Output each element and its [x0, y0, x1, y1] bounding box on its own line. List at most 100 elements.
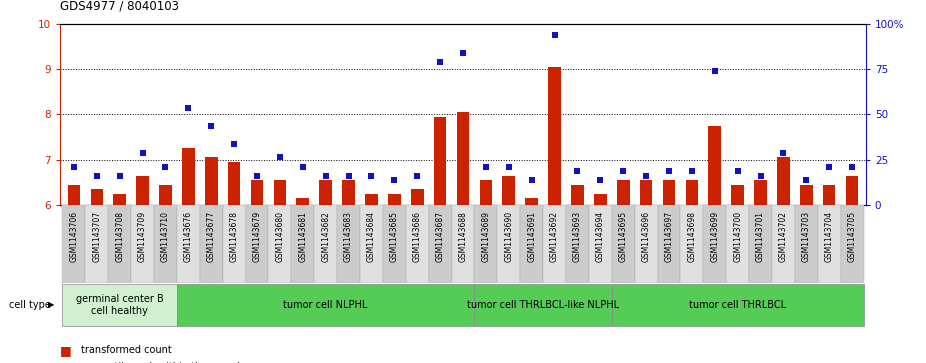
Text: tumor cell THRLBCL-like NLPHL: tumor cell THRLBCL-like NLPHL — [467, 300, 619, 310]
Bar — [292, 205, 314, 283]
Point — [845, 164, 859, 170]
Point — [67, 164, 81, 170]
Bar — [131, 205, 154, 283]
Bar — [503, 176, 515, 205]
Point — [593, 177, 607, 183]
Text: GSM1143700: GSM1143700 — [733, 211, 742, 262]
Bar — [589, 205, 612, 283]
Bar — [85, 205, 108, 283]
Bar — [177, 205, 200, 283]
Text: GSM1143688: GSM1143688 — [458, 211, 468, 262]
Bar — [406, 205, 429, 283]
Point — [616, 168, 631, 174]
Point — [387, 177, 402, 183]
Text: GSM1143682: GSM1143682 — [321, 211, 331, 262]
Point — [272, 155, 287, 160]
Bar — [177, 284, 474, 326]
Text: GSM1143685: GSM1143685 — [390, 211, 399, 262]
Point — [432, 59, 447, 65]
Bar — [841, 205, 864, 283]
Point — [319, 173, 333, 179]
Bar — [429, 205, 452, 283]
Text: GSM1143705: GSM1143705 — [847, 211, 857, 262]
Point — [364, 173, 379, 179]
Bar — [62, 205, 85, 283]
Point — [250, 173, 265, 179]
Bar — [612, 284, 864, 326]
Point — [547, 32, 562, 38]
Point — [204, 123, 219, 129]
Bar — [360, 205, 382, 283]
Text: GSM1143701: GSM1143701 — [756, 211, 765, 262]
Bar — [755, 180, 767, 205]
Bar — [433, 117, 446, 205]
Bar — [314, 205, 337, 283]
Bar — [269, 205, 292, 283]
Bar — [617, 180, 630, 205]
Text: GSM1143695: GSM1143695 — [619, 211, 628, 262]
Bar — [68, 185, 81, 205]
Bar — [411, 189, 423, 205]
Bar — [497, 205, 520, 283]
Text: GSM1143686: GSM1143686 — [413, 211, 421, 262]
Text: germinal center B
cell healthy: germinal center B cell healthy — [76, 294, 164, 316]
Bar — [634, 205, 657, 283]
Point — [479, 164, 494, 170]
Bar — [823, 185, 835, 205]
Bar — [708, 126, 721, 205]
Text: GSM1143693: GSM1143693 — [573, 211, 582, 262]
Bar — [382, 205, 406, 283]
Bar — [800, 185, 813, 205]
Text: GSM1143681: GSM1143681 — [298, 211, 307, 262]
Text: GSM1143691: GSM1143691 — [527, 211, 536, 262]
Bar — [205, 158, 218, 205]
Bar — [772, 205, 795, 283]
Text: GSM1143704: GSM1143704 — [825, 211, 833, 262]
Bar — [845, 176, 858, 205]
Bar — [245, 205, 269, 283]
Bar — [520, 205, 544, 283]
Text: GSM1143699: GSM1143699 — [710, 211, 720, 262]
Text: GSM1143696: GSM1143696 — [642, 211, 651, 262]
Point — [524, 177, 539, 183]
Bar — [108, 205, 131, 283]
Text: GSM1143698: GSM1143698 — [687, 211, 696, 262]
Bar — [704, 205, 726, 283]
Bar — [685, 180, 698, 205]
Bar — [228, 162, 241, 205]
Text: GSM1143703: GSM1143703 — [802, 211, 811, 262]
Text: GSM1143684: GSM1143684 — [367, 211, 376, 262]
Bar — [663, 180, 675, 205]
Text: GSM1143690: GSM1143690 — [505, 211, 513, 262]
Text: GSM1143689: GSM1143689 — [482, 211, 491, 262]
Text: cell type: cell type — [9, 300, 51, 310]
Point — [661, 168, 676, 174]
Text: GSM1143702: GSM1143702 — [779, 211, 788, 262]
Bar — [273, 180, 286, 205]
Point — [181, 105, 195, 110]
Text: ■: ■ — [60, 360, 72, 363]
Bar — [726, 205, 749, 283]
Bar — [182, 148, 194, 205]
Bar — [640, 180, 653, 205]
Bar — [818, 205, 841, 283]
Point — [341, 173, 356, 179]
Bar — [544, 205, 566, 283]
Text: tumor cell NLPHL: tumor cell NLPHL — [283, 300, 368, 310]
Text: GDS4977 / 8040103: GDS4977 / 8040103 — [60, 0, 180, 13]
Text: GSM1143707: GSM1143707 — [93, 211, 101, 262]
Bar — [571, 185, 583, 205]
Text: GSM1143706: GSM1143706 — [69, 211, 79, 262]
Point — [227, 141, 242, 147]
Bar — [525, 198, 538, 205]
Bar — [365, 194, 378, 205]
Text: tumor cell THRLBCL: tumor cell THRLBCL — [689, 300, 786, 310]
Bar — [594, 194, 607, 205]
Text: GSM1143710: GSM1143710 — [161, 211, 170, 262]
Bar — [62, 284, 177, 326]
Bar — [548, 67, 561, 205]
Text: GSM1143676: GSM1143676 — [184, 211, 193, 262]
Text: ▶: ▶ — [48, 301, 55, 309]
Bar — [337, 205, 360, 283]
Point — [570, 168, 585, 174]
